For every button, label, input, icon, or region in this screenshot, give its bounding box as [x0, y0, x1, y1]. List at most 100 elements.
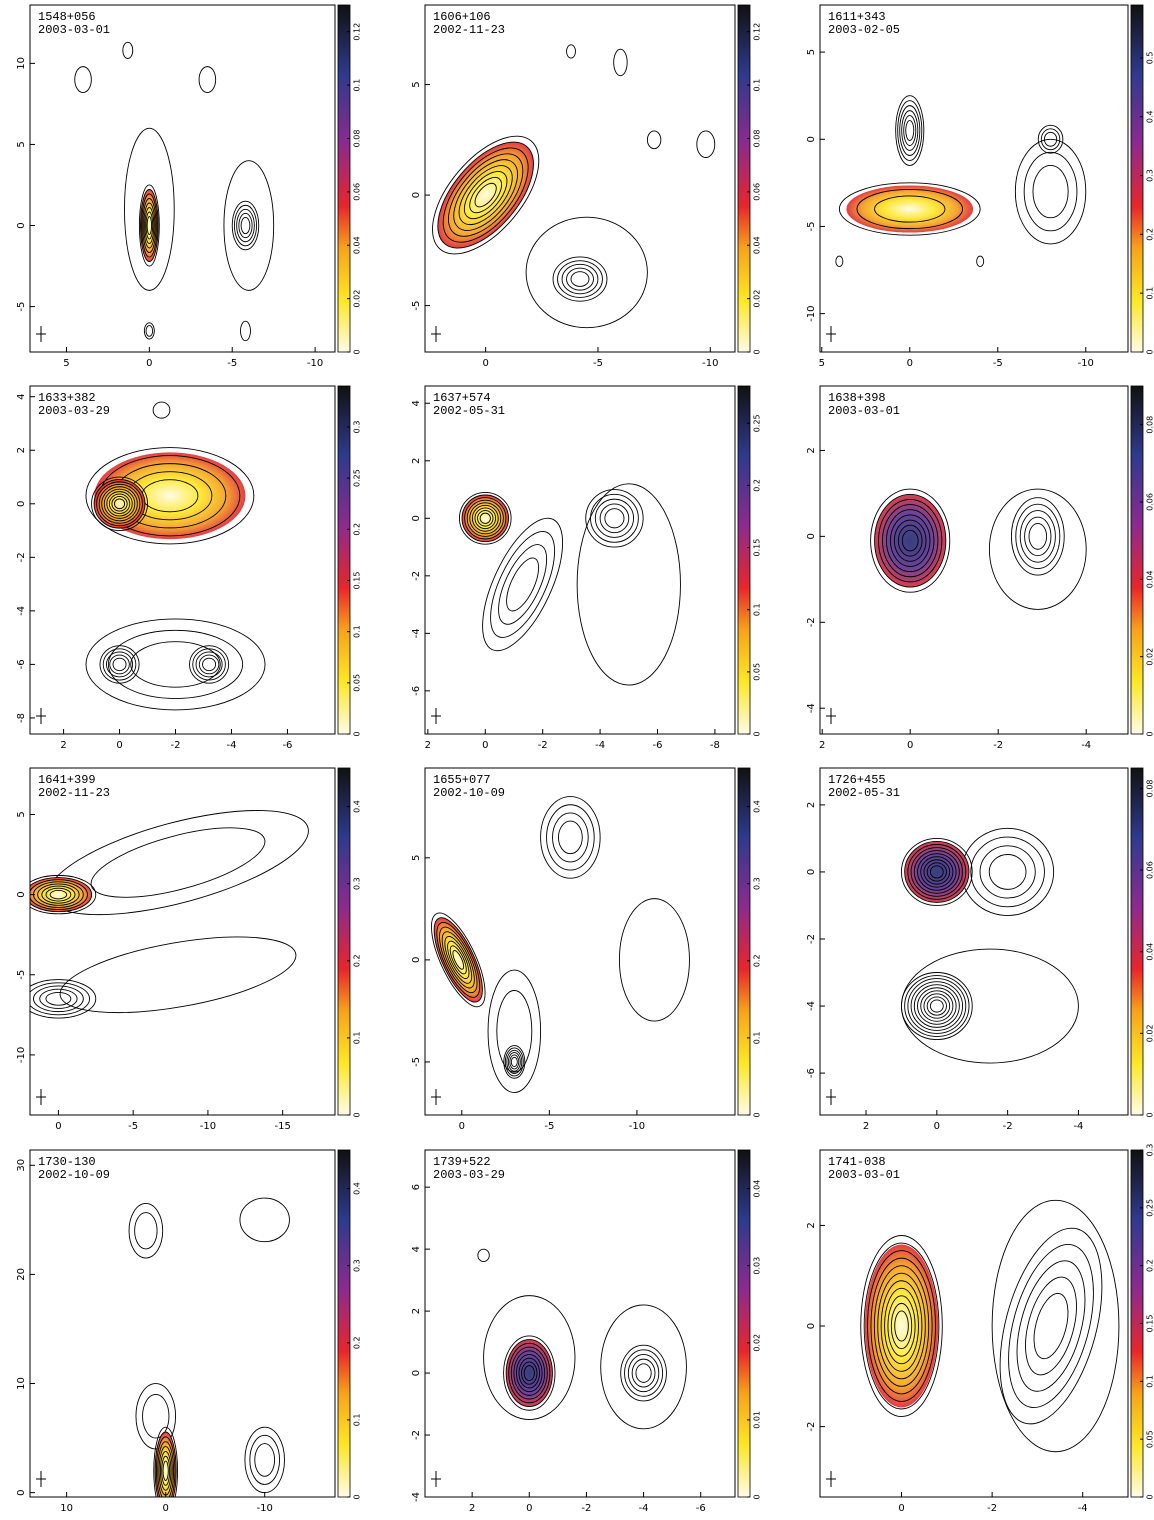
y-tick-label: 0: [806, 136, 817, 142]
contour: [1015, 139, 1085, 244]
frame: [30, 1150, 335, 1497]
source-name: 1726+455: [828, 773, 886, 787]
contour: [21, 980, 96, 1018]
colorbar-tick-label: 0.2: [753, 479, 762, 492]
contour: [106, 652, 132, 677]
contour: [189, 646, 228, 683]
colorbar-tick-label: 0: [353, 1112, 362, 1117]
contour: [250, 1435, 280, 1484]
y-tick-label: -4: [806, 1001, 817, 1011]
contour: [558, 261, 603, 298]
map: [901, 828, 1078, 1063]
contour: [33, 986, 83, 1012]
x-tick-label: 2: [425, 740, 431, 751]
beam: [431, 1089, 441, 1105]
colorbar-tick-label: 0: [753, 1112, 762, 1117]
contour: [647, 131, 660, 149]
colorbar-tick-label: 0.02: [1146, 1024, 1154, 1042]
contour: [541, 797, 601, 879]
x-tick-label: -6: [282, 740, 292, 751]
colorbar-tick-label: 0.3: [1146, 169, 1154, 182]
contour: [511, 1057, 517, 1066]
colorbar-tick-label: 0.06: [353, 183, 362, 201]
contour: [234, 205, 256, 246]
obs-date: 2003-02-05: [828, 23, 900, 37]
map: [871, 489, 1087, 609]
contour: [245, 1427, 285, 1492]
contour: [628, 1354, 658, 1391]
contour: [240, 1198, 290, 1242]
contour: [619, 899, 689, 1021]
contour: [153, 402, 170, 418]
contour: [836, 256, 843, 266]
obs-date: 2002-11-23: [38, 786, 110, 800]
x-tick-label: -2: [1003, 1121, 1013, 1132]
y-tick-label: -5: [411, 301, 422, 311]
colorbar-tick-label: 0: [1146, 731, 1154, 736]
colorbar-tick-label: 0.15: [753, 539, 762, 557]
x-tick-label: -5: [993, 358, 1003, 369]
colorbar-tick-label: 0: [353, 349, 362, 354]
contour: [135, 1213, 157, 1249]
contour: [143, 1394, 169, 1438]
y-tick-label: -2: [806, 934, 817, 944]
colorbar: [1131, 386, 1143, 734]
colorbar-tick-label: 0.02: [353, 290, 362, 308]
map: [861, 1200, 1121, 1451]
colorbar-tick-label: 0.4: [353, 800, 362, 813]
contour: [1024, 152, 1077, 230]
x-tick-label: 0: [934, 1121, 940, 1132]
colorbar-tick-label: 0.15: [1146, 1315, 1154, 1333]
intensity: [420, 126, 551, 265]
y-tick-label: 0: [411, 515, 422, 521]
colorbar-tick-label: 0.15: [353, 572, 362, 590]
colorbar-tick-label: 0.3: [353, 1259, 362, 1272]
panel: 1641+3992002-11-230-5-10-15-10-50500.10.…: [16, 768, 362, 1132]
obs-date: 2002-05-31: [828, 786, 900, 800]
contour: [906, 121, 914, 141]
colorbar-tick-label: 0: [1146, 1494, 1154, 1499]
colorbar-tick-label: 0.4: [353, 1182, 362, 1195]
x-tick-label: 2: [469, 1503, 475, 1514]
y-tick-label: 0: [806, 869, 817, 875]
y-tick-label: 0: [411, 1370, 422, 1376]
contour: [901, 949, 1078, 1063]
beam: [431, 1471, 441, 1487]
y-tick-label: 4: [411, 400, 422, 406]
contour: [924, 994, 950, 1018]
colorbar-tick-label: 0: [1146, 1112, 1154, 1117]
beam: [826, 326, 836, 342]
colorbar: [1131, 5, 1143, 352]
colorbar-tick-label: 0.04: [1146, 570, 1154, 588]
contour: [918, 988, 957, 1025]
contour: [605, 509, 624, 528]
contour: [75, 67, 92, 93]
beam: [36, 1089, 46, 1105]
colorbar: [338, 1150, 350, 1497]
map: [75, 42, 274, 340]
contour: [1016, 1272, 1086, 1381]
colorbar: [738, 5, 750, 352]
contour: [567, 45, 576, 58]
y-tick-label: 20: [16, 1268, 27, 1281]
contour: [38, 789, 319, 936]
y-tick-label: 5: [16, 811, 27, 817]
x-tick-label: 0: [907, 740, 913, 751]
obs-date: 2003-03-29: [38, 404, 110, 418]
contour: [1029, 523, 1047, 549]
obs-date: 2002-10-09: [38, 1168, 110, 1182]
colorbar-tick-label: 0.1: [353, 625, 362, 638]
colorbar-tick-label: 0.4: [753, 800, 762, 813]
y-tick-label: -10: [16, 1047, 27, 1063]
contour: [255, 1444, 275, 1477]
contour: [1004, 1253, 1097, 1398]
colorbar-tick-label: 0: [753, 731, 762, 736]
colorbar-tick-label: 0.05: [1146, 1430, 1154, 1448]
contour: [113, 658, 126, 670]
y-tick-label: 0: [16, 501, 27, 507]
source-name: 1611+343: [828, 10, 886, 24]
contour: [100, 646, 139, 683]
x-tick-label: 2: [819, 740, 825, 751]
